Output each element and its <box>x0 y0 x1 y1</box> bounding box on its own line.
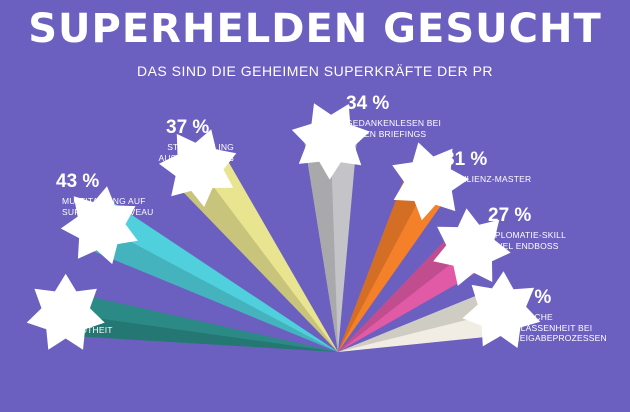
star-icon <box>462 271 541 348</box>
star-icon <box>159 129 237 207</box>
value-label: 34 % <box>346 93 390 114</box>
value-label: 44 % <box>42 289 86 310</box>
bar-0 <box>62 291 338 352</box>
bar-6 <box>338 287 508 352</box>
category-label: RESILIENZ-MASTER <box>446 174 532 184</box>
category-label: MULTITASKING AUF SUPERHERO-NIVEAU <box>62 196 154 217</box>
category-label: GEDANKENLESEN BEI VAGEN BRIEFINGS <box>346 118 442 139</box>
value-label: 27 % <box>488 205 532 226</box>
category-label: STOISCHE GELASSENHEIT BEI FREIGABEPROZES… <box>508 312 607 343</box>
chart-subtitle: DAS SIND DIE GEHEIMEN SUPERKRÄFTE DER PR <box>136 63 494 79</box>
star-icon <box>60 186 138 265</box>
chart-title: SUPERHELDEN GESUCHT <box>28 6 602 52</box>
star-icon <box>26 273 105 350</box>
value-label: 27 % <box>508 287 552 308</box>
value-label: 31 % <box>444 149 488 170</box>
star-icon <box>392 142 469 221</box>
category-label: STORYTELLING AUS DEM NICHTS <box>158 142 234 163</box>
bar-1 <box>88 202 338 352</box>
bar-3 <box>304 138 357 352</box>
category-label: DIPLOMATIE-SKILL LEVEL ENDBOSS <box>486 230 567 251</box>
category-label: SPRACH- GEWANDTHEIT <box>48 314 113 335</box>
star-icon <box>291 103 370 180</box>
value-label: 37 % <box>166 117 210 138</box>
value-label: 43 % <box>56 171 100 192</box>
bar-2 <box>176 150 338 352</box>
star-icon <box>433 208 511 286</box>
